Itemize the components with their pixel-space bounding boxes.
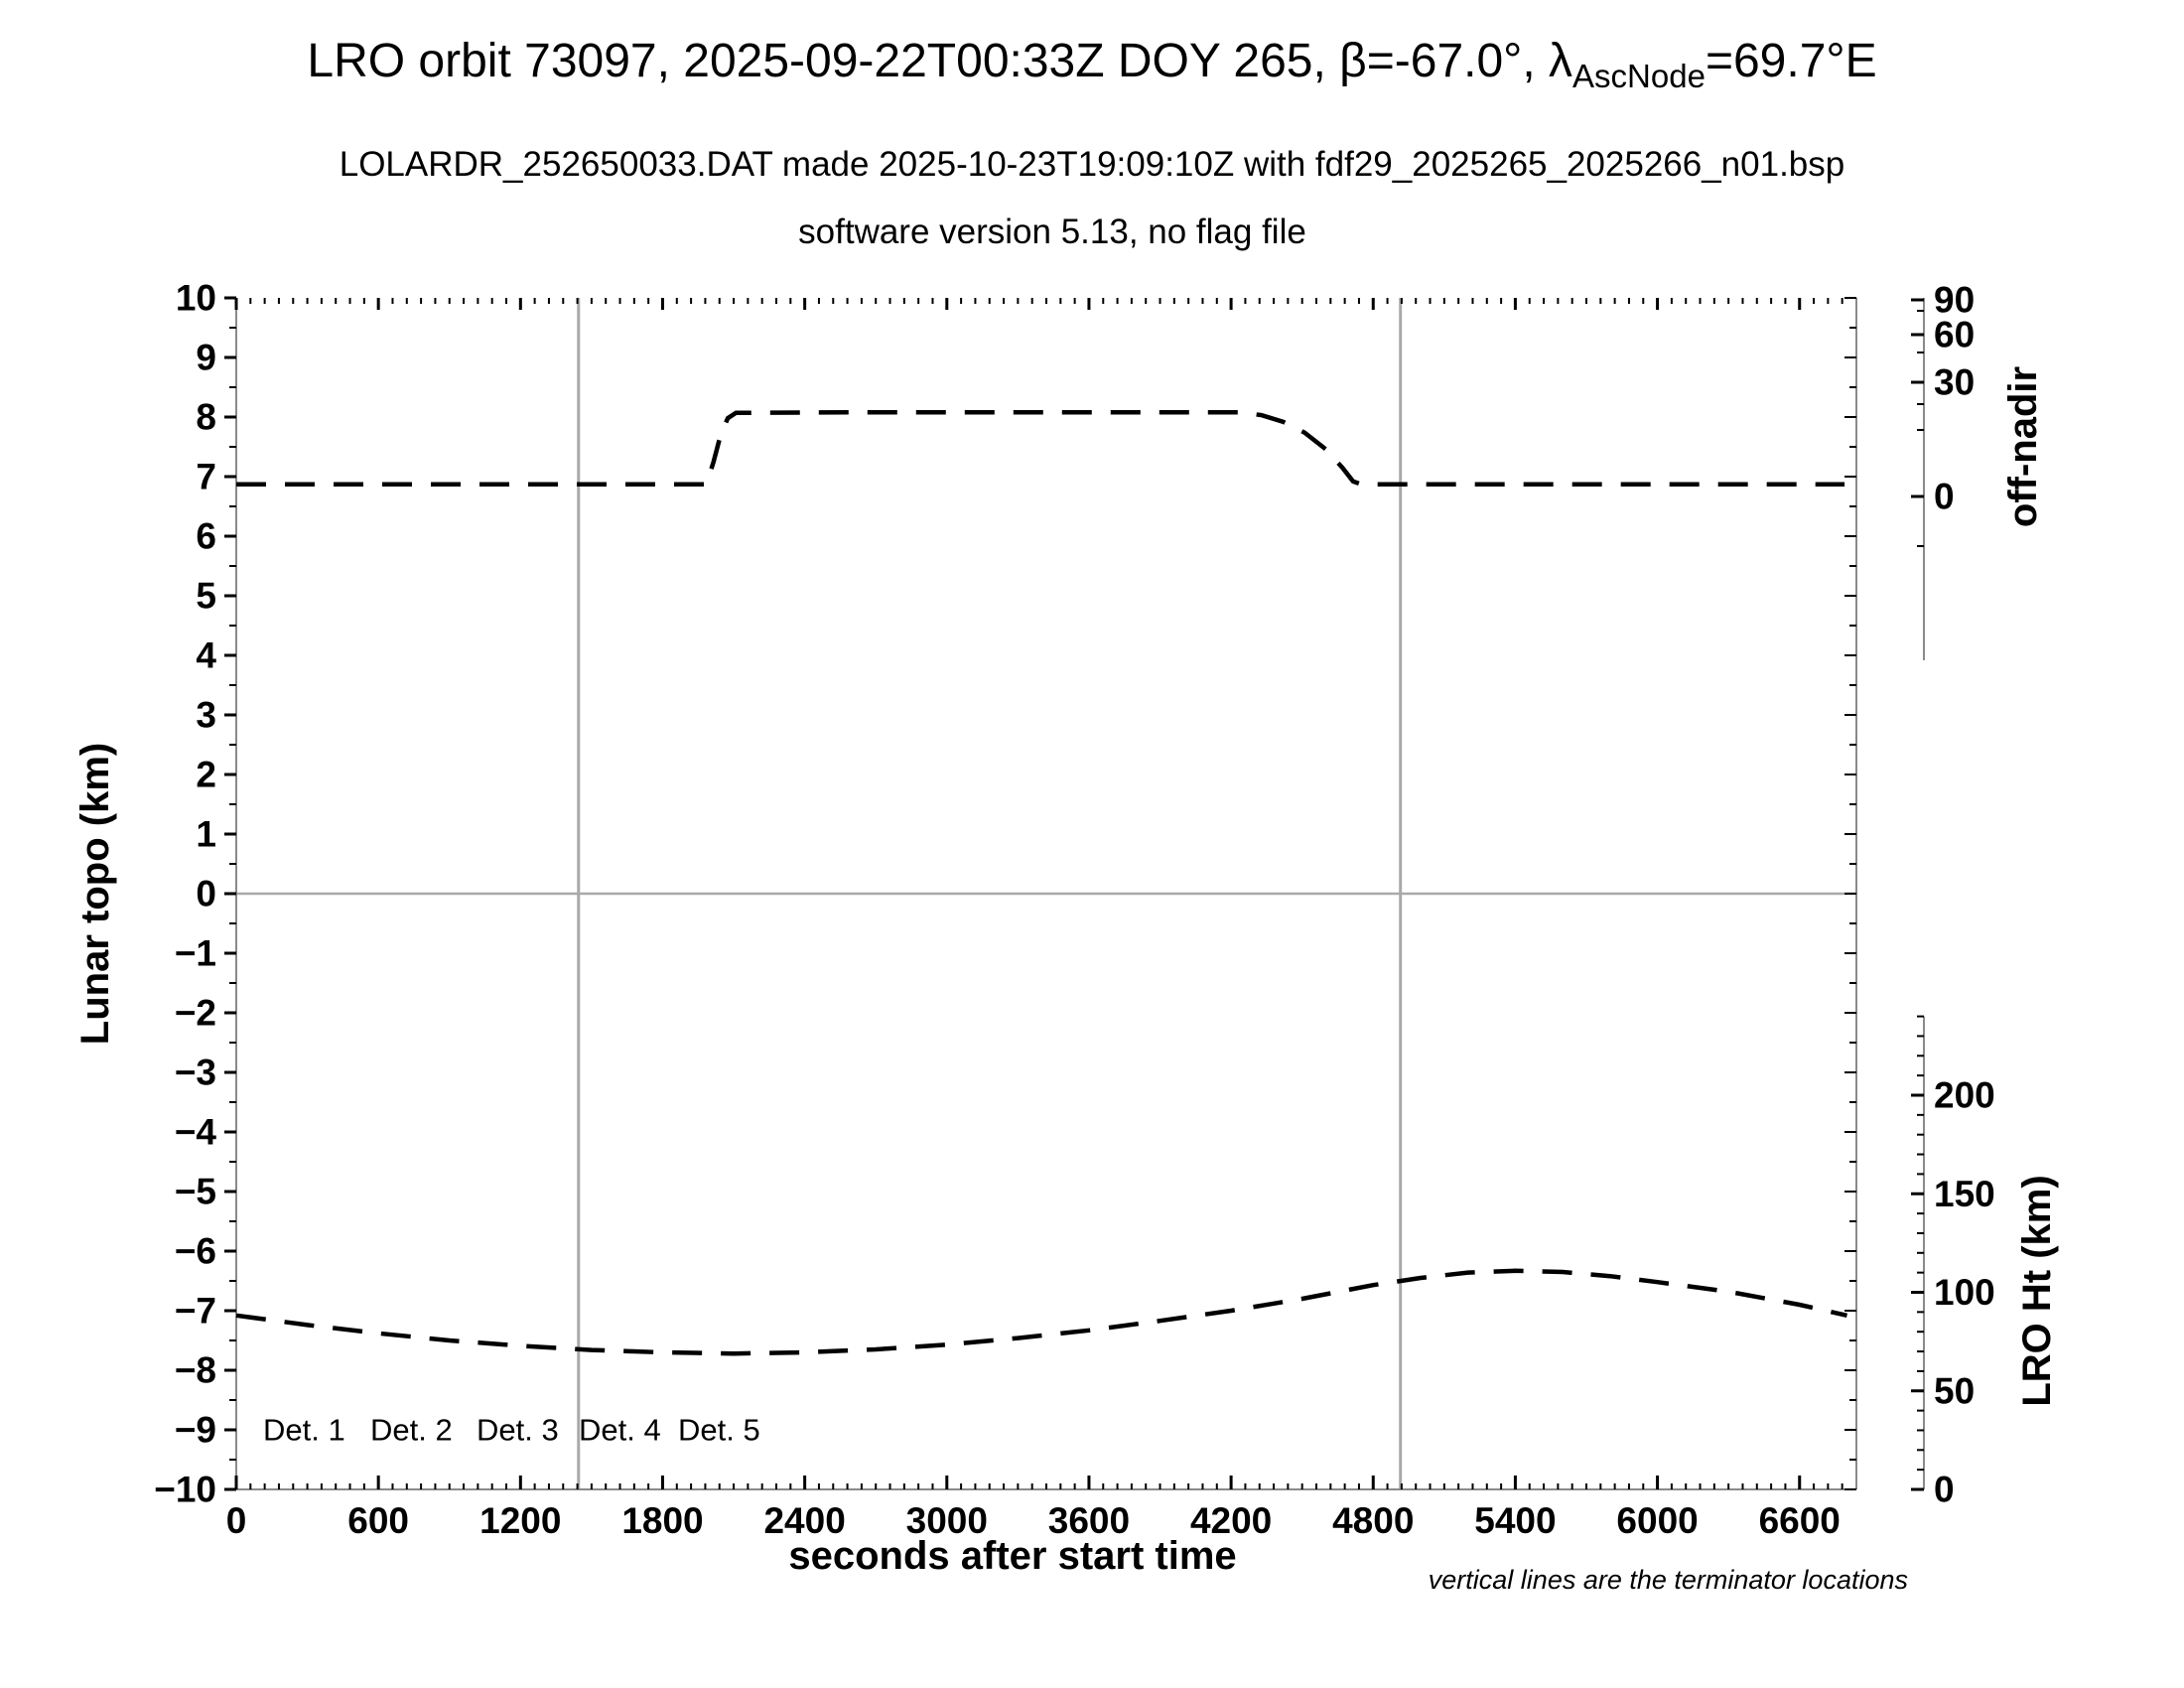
title-subscript: AscNode [1572, 58, 1706, 94]
left-tick-label: −2 [175, 993, 216, 1034]
offnadir-tick-label: 0 [1934, 477, 1955, 517]
x-tick-label: 3000 [906, 1500, 988, 1541]
series-curves [235, 409, 1847, 1356]
x-axis: 0 600 1200 1800 2400 3000 3600 4200 4800 5400 6000… [226, 298, 1843, 1578]
left-axis-title: Lunar topo (km) [73, 743, 117, 1045]
offnadir-tick-label: 30 [1934, 362, 1975, 403]
x-tick-label: 1800 [621, 1500, 703, 1541]
lroht-tick-label: 200 [1934, 1075, 1995, 1116]
x-tick-label: 4800 [1332, 1500, 1414, 1541]
lroht-tick-label: 150 [1934, 1174, 1995, 1214]
page-title: LRO orbit 73097, 2025-09-22T00:33Z DOY 2… [0, 34, 2184, 95]
x-tick-label: 3600 [1048, 1500, 1130, 1541]
legend: Det. 1 Det. 2 Det. 3 Det. 4 Det. 5 [263, 1413, 760, 1448]
terminator-footnote: vertical lines are the terminator locati… [1429, 1565, 1908, 1595]
title-prefix: LRO orbit 73097, 2025-09-22T00:33Z DOY 2… [307, 35, 1573, 87]
legend-item: Det. 4 [579, 1413, 661, 1448]
x-tick-label: 0 [226, 1500, 247, 1541]
lroht-axis-title: LRO Ht (km) [2015, 1175, 2059, 1406]
x-tick-label: 1200 [479, 1500, 561, 1541]
offnadir-tick-label: 90 [1934, 280, 1975, 321]
title-suffix: =69.7°E [1705, 35, 1877, 87]
x-tick-label: 6000 [1616, 1500, 1698, 1541]
x-tick-label: 2400 [763, 1500, 845, 1541]
left-tick-label: 9 [196, 338, 216, 378]
reference-lines [236, 298, 1856, 1489]
left-tick-label: −8 [175, 1350, 216, 1391]
left-tick-label: 5 [196, 576, 216, 617]
offnadir-tick-label: 60 [1934, 315, 1975, 355]
lroht-axis: 200 150 100 50 0 LRO Ht (km) [1911, 1015, 2059, 1510]
x-tick-label: 4200 [1190, 1500, 1272, 1541]
lroht-tick-label: 50 [1934, 1370, 1975, 1411]
x-tick-label: 6600 [1759, 1500, 1841, 1541]
left-tick-label: 0 [196, 874, 216, 914]
page-subtitle-2: software version 5.13, no flag file [798, 212, 1306, 251]
x-tick-label: 5400 [1474, 1500, 1556, 1541]
left-tick-label: −4 [175, 1112, 217, 1153]
x-axis-title: seconds after start time [788, 1534, 1236, 1578]
left-tick-label: 2 [196, 755, 216, 795]
lroht-series-line [235, 1268, 1847, 1356]
left-tick-label: −9 [175, 1410, 216, 1451]
left-tick-label: −6 [175, 1231, 216, 1272]
left-tick-label: 4 [196, 635, 216, 676]
left-tick-label: 6 [196, 516, 216, 557]
left-tick-label: 3 [196, 695, 216, 736]
left-tick-label: 10 [176, 278, 216, 319]
legend-item: Det. 5 [678, 1413, 760, 1448]
left-tick-label: 1 [196, 814, 216, 855]
left-tick-label: −1 [175, 933, 216, 974]
left-tick-label: −3 [175, 1053, 216, 1093]
legend-item: Det. 1 [263, 1413, 345, 1448]
left-tick-label: 7 [196, 457, 216, 497]
left-tick-label: −5 [175, 1172, 216, 1212]
legend-item: Det. 3 [477, 1413, 559, 1448]
lroht-tick-label: 100 [1934, 1272, 1995, 1313]
lroht-tick-label: 0 [1934, 1470, 1955, 1510]
left-tick-label: −10 [154, 1470, 216, 1510]
page-subtitle: LOLARDR_252650033.DAT made 2025-10-23T19… [339, 145, 1845, 184]
left-tick-label: −7 [175, 1291, 216, 1332]
offnadir-axis-title: off-nadir [2001, 366, 2045, 527]
offnadir-series-line [236, 409, 1845, 488]
left-tick-label: 8 [196, 397, 216, 438]
legend-item: Det. 2 [370, 1413, 453, 1448]
x-tick-label: 600 [347, 1500, 409, 1541]
